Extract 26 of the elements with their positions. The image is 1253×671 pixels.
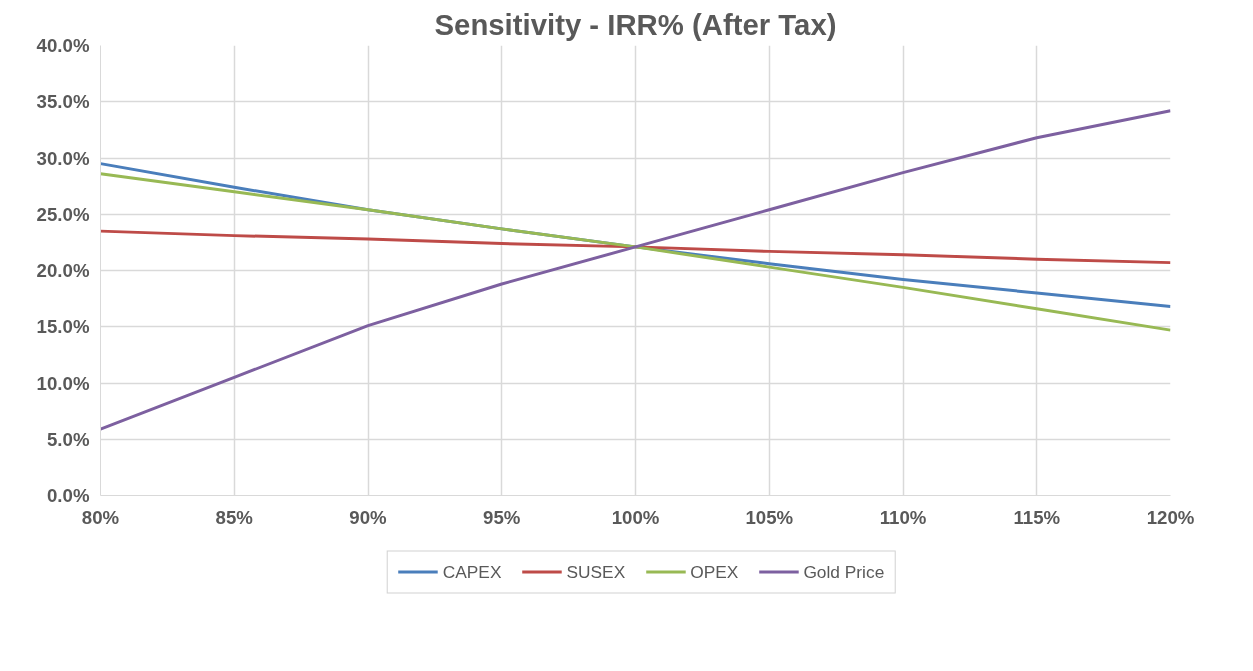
x-tick-label: 115% [1013, 506, 1061, 528]
legend-label: SUSEX [566, 561, 626, 583]
line-series [100, 229, 1171, 265]
y-tick-label: 30.0% [36, 147, 90, 169]
x-tick-label: 95% [483, 506, 521, 528]
y-tick-label: 35.0% [36, 91, 90, 113]
x-tick-label: 90% [349, 506, 388, 528]
legend-label: OPEX [690, 561, 739, 583]
x-tick-label: 80% [81, 506, 120, 528]
x-tick-label: 85% [215, 506, 254, 528]
line-series [100, 172, 1171, 332]
y-tick-label: 20.0% [36, 260, 90, 281]
legend-label: CAPEX [442, 561, 502, 583]
y-tick-label: 5.0% [46, 428, 90, 450]
y-tick-label: 10.0% [36, 372, 90, 394]
chart-title: Sensitivity - IRR% (After Tax) [434, 7, 837, 41]
legend-label: Gold Price [803, 561, 885, 583]
line-series [100, 109, 1171, 431]
x-tick-label: 120% [1146, 506, 1195, 528]
y-tick-label: 25.0% [36, 203, 90, 225]
x-tick-label: 105% [745, 506, 794, 528]
y-tick-label: 15.0% [36, 316, 90, 338]
x-tick-label: 110% [879, 506, 927, 528]
y-tick-label: 0.0% [46, 485, 90, 506]
x-tick-label: 100% [611, 506, 660, 528]
y-tick-label: 40.0% [36, 35, 90, 56]
